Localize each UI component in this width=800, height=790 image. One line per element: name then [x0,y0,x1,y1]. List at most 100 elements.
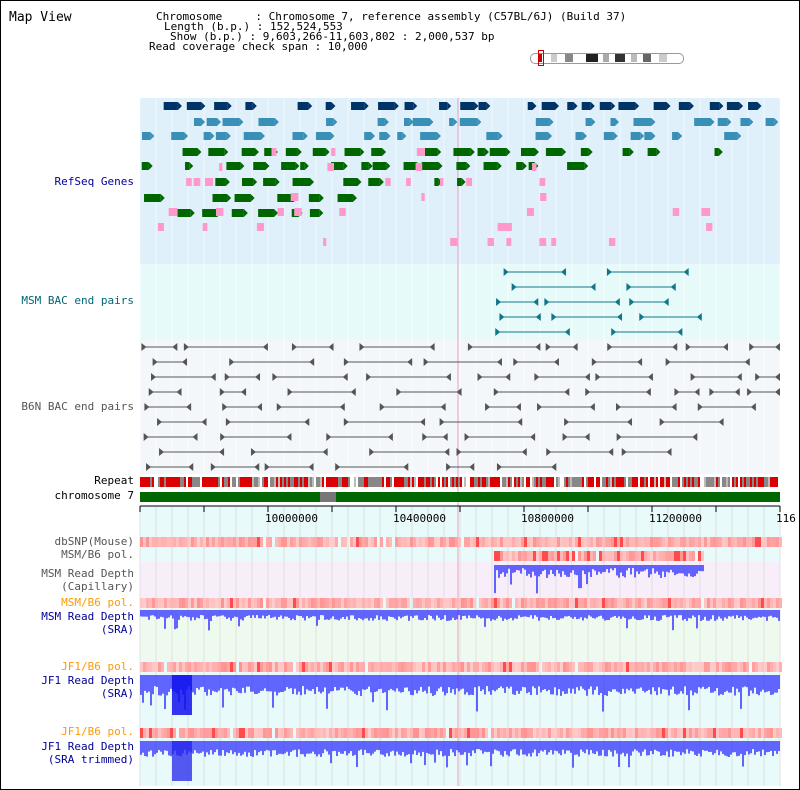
read-depth-bar [156,741,158,753]
polymorphism-bin [518,728,521,738]
read-depth-bar [686,610,688,621]
repeat-segment [570,477,572,487]
polymorphism-bin [497,598,500,608]
polymorphism-bin [500,598,503,608]
read-depth-bar [586,675,588,696]
polymorphism-bin [545,598,548,608]
polymorphism-bin [752,598,755,608]
polymorphism-bin [764,537,767,547]
read-depth-bar [310,675,312,691]
read-depth-bar [520,610,522,618]
read-depth-bar [312,675,314,690]
repeat-segment [468,477,470,487]
polymorphism-bin [431,598,434,608]
polymorphism-bin [434,662,437,672]
repeat-segment [352,477,354,487]
read-depth-bar [436,610,438,616]
polymorphism-bin [440,537,443,547]
polymorphism-bin [626,662,629,672]
polymorphism-bin [605,551,608,561]
polymorphism-bin [752,537,755,547]
bac-end-marker [262,343,268,351]
read-depth-bar [488,610,490,619]
read-depth-bar [734,610,736,619]
polymorphism-bin [422,598,425,608]
bac-end-marker [666,448,672,456]
repeat-segment [448,477,450,487]
read-depth-bar [552,741,554,755]
polymorphism-bin [572,728,575,738]
read-depth-bar [502,741,504,757]
gene-strand-arrow [352,194,357,202]
gene-feature [535,118,550,126]
read-depth-bar [550,741,552,751]
gene-strand-arrow [582,132,587,140]
read-depth-bar [288,610,290,618]
read-depth-bar [540,610,542,618]
read-depth-bar [548,610,550,620]
read-depth-bar [324,610,326,620]
read-depth-bar [722,675,724,695]
read-depth-bar [716,741,718,750]
polymorphism-bin [179,662,182,672]
polymorphism-bin [287,662,290,672]
polymorphism-bin [542,662,545,672]
read-depth-bar [282,741,284,755]
polymorphism-bin [218,728,221,738]
polymorphism-bin [341,537,344,547]
polymorphism-bin [626,728,629,738]
read-depth-bar [680,610,682,616]
read-depth-bar [544,565,546,570]
repeat-segment [600,477,602,487]
bac-end-marker [637,358,643,366]
polymorphism-bin [206,598,209,608]
polymorphism-bin [344,598,347,608]
polymorphism-bin [644,598,647,608]
repeat-segment [772,477,774,487]
polymorphism-bin [731,728,734,738]
read-depth-bar [750,675,752,691]
polymorphism-bin [620,662,623,672]
polymorphism-bin [608,551,611,561]
read-depth-bar [490,675,492,695]
polymorphism-bin [605,537,608,547]
read-depth-bar [538,675,540,687]
polymorphism-bin [260,598,263,608]
read-depth-bar [630,610,632,619]
repeat-segment [182,477,184,487]
repeat-segment [404,477,406,487]
read-depth-bar [146,741,148,757]
read-depth-bar [194,675,196,695]
bac-end-marker [722,343,728,351]
repeat-segment [492,477,494,487]
read-depth-bar [604,565,606,572]
repeat-segment [228,477,230,487]
bac-end-marker [495,328,501,336]
read-depth-bar [586,610,588,619]
gene-strand-arrow [382,148,387,156]
gene-feature [516,162,523,170]
read-depth-bar [452,675,454,690]
polymorphism-bin [692,551,695,561]
read-depth-bar [268,741,270,751]
read-depth-bar [760,741,762,757]
gene-strand-arrow [710,118,715,126]
gene-feature [765,118,775,126]
read-depth-bar [460,741,462,755]
gene-feature [215,132,227,140]
polymorphism-bin [308,537,311,547]
polymorphism-bin [689,728,692,738]
polymorphism-bin [419,662,422,672]
read-depth-bar [504,565,506,577]
read-depth-bar [602,741,604,750]
repeat-segment [648,477,650,487]
bac-end-marker [456,448,462,456]
gene-feature [163,102,178,110]
read-depth-bar [202,675,204,687]
read-depth-bar [692,565,694,578]
read-depth-bar [736,610,738,616]
read-depth-bar [666,741,668,752]
polymorphism-bin [314,728,317,738]
chromosome-ideogram[interactable] [530,53,684,64]
